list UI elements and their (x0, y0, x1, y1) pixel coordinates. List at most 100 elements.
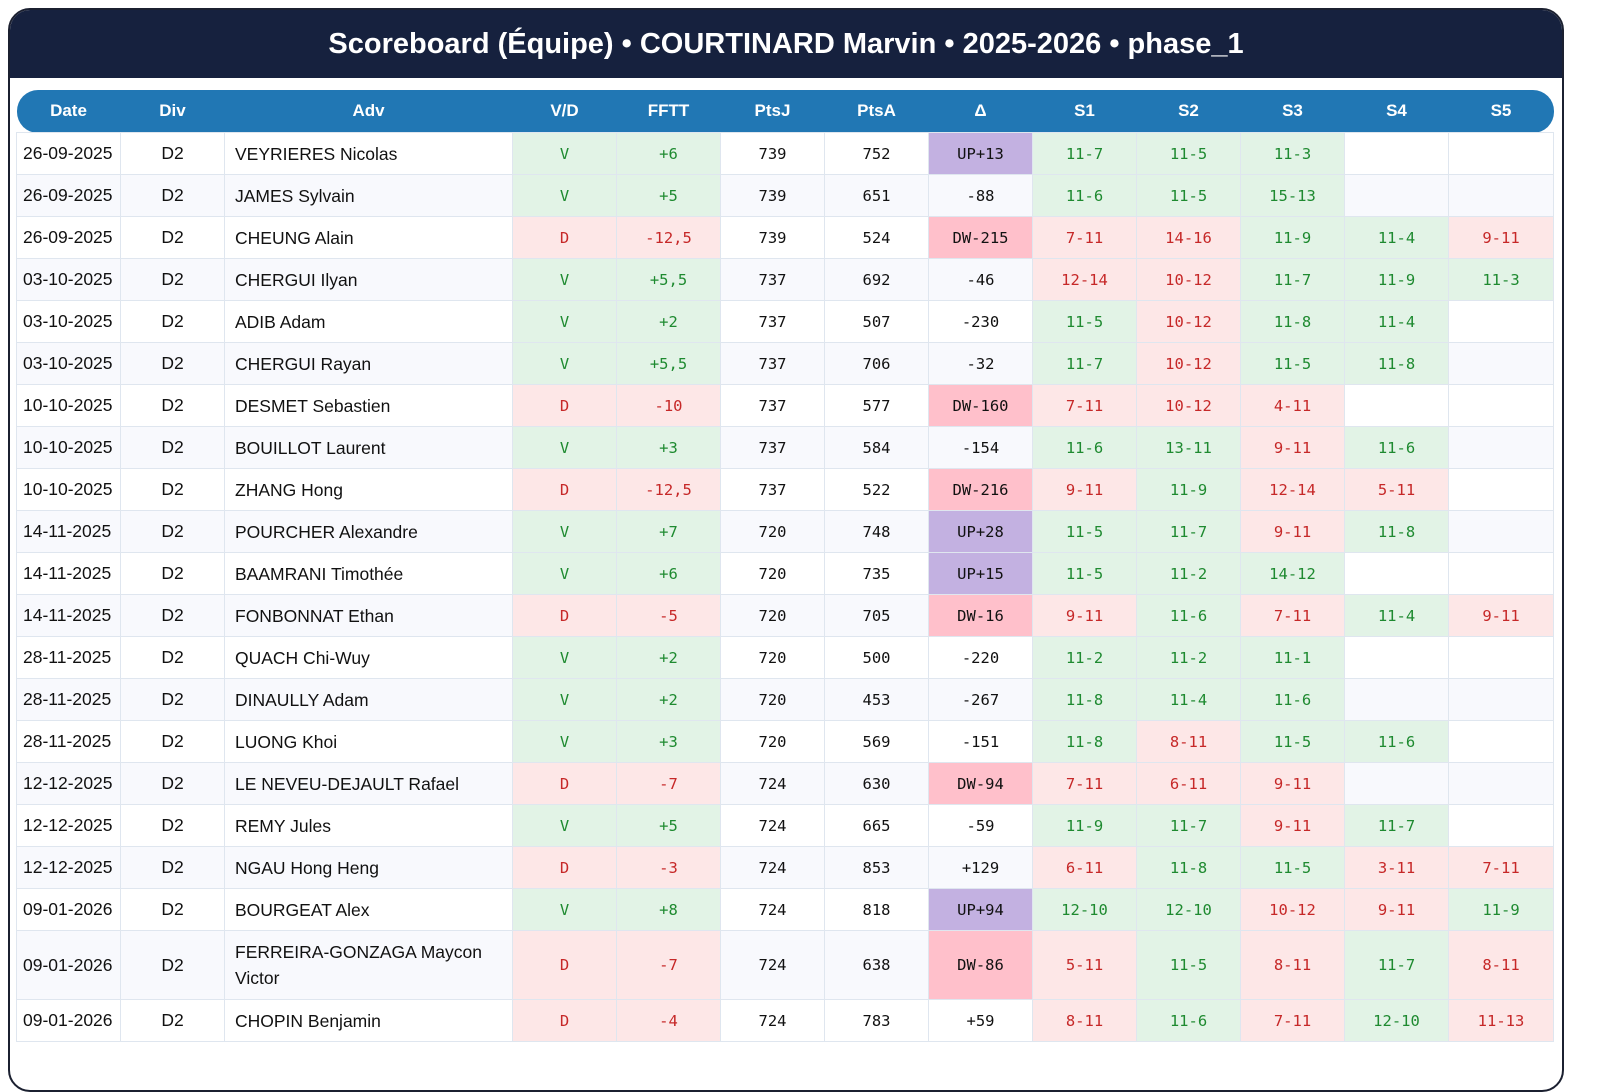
set-score-cell-s1: 7-11 (1032, 216, 1137, 259)
delta-cell: +129 (928, 846, 1033, 889)
fftt-points-cell: +5,5 (616, 342, 721, 385)
opponent-points-cell: 584 (824, 426, 929, 469)
column-header[interactable]: FFTT (616, 90, 721, 133)
set-score-cell-s4: 11-6 (1344, 720, 1449, 763)
set-score-cell-s4: 3-11 (1344, 846, 1449, 889)
column-header[interactable]: S5 (1448, 90, 1554, 133)
opponent-cell: LE NEVEU-DEJAULT Rafael (224, 762, 513, 805)
opponent-cell: ZHANG Hong (224, 468, 513, 511)
set-score-cell-s5 (1448, 636, 1554, 679)
set-score-cell-s1: 11-5 (1032, 510, 1137, 553)
set-score-cell-s4 (1344, 384, 1449, 427)
set-score-cell-s1: 11-8 (1032, 720, 1137, 763)
delta-cell: -59 (928, 804, 1033, 847)
column-header[interactable]: S4 (1344, 90, 1449, 133)
result-cell: D (512, 762, 617, 805)
opponent-points-cell: 507 (824, 300, 929, 343)
result-cell: D (512, 846, 617, 889)
column-header[interactable]: PtsA (824, 90, 929, 133)
set-score-cell-s4 (1344, 762, 1449, 805)
column-header[interactable]: PtsJ (720, 90, 825, 133)
player-points-cell: 739 (720, 216, 825, 259)
opponent-cell: DESMET Sebastien (224, 384, 513, 427)
opponent-points-cell: 706 (824, 342, 929, 385)
table-row[interactable]: 28-11-2025 D2 QUACH Chi-Wuy V +2 720 500 -220 11… (16, 636, 1554, 679)
column-header-row: Date Div Adv V/D FFTT PtsJ PtsA Δ S1 S2 S3 S4 S5 (16, 90, 1554, 133)
column-header[interactable]: S1 (1032, 90, 1137, 133)
table-row[interactable]: 03-10-2025 D2 CHERGUI Rayan V +5,5 737 706 -32 1… (16, 342, 1554, 385)
column-header[interactable]: S3 (1240, 90, 1345, 133)
table-row[interactable]: 10-10-2025 D2 ZHANG Hong D -12,5 737 522 DW-216… (16, 468, 1554, 511)
result-cell: D (512, 468, 617, 511)
result-cell: D (512, 999, 617, 1042)
column-header[interactable]: S2 (1136, 90, 1241, 133)
table-row[interactable]: 09-01-2026 D2 BOURGEAT Alex V +8 724 818 UP+94 1… (16, 888, 1554, 931)
opponent-cell: BOUILLOT Laurent (224, 426, 513, 469)
set-score-cell-s4 (1344, 174, 1449, 217)
fftt-points-cell: +6 (616, 132, 721, 175)
result-cell: D (512, 930, 617, 1000)
set-score-cell-s1: 9-11 (1032, 468, 1137, 511)
set-score-cell-s4: 11-9 (1344, 258, 1449, 301)
column-header[interactable]: Adv (224, 90, 513, 133)
set-score-cell-s3: 11-7 (1240, 258, 1345, 301)
division-cell: D2 (120, 999, 225, 1042)
table-row[interactable]: 09-01-2026 D2 CHOPIN Benjamin D -4 724 783 +59 8… (16, 999, 1554, 1042)
player-points-cell: 720 (720, 594, 825, 637)
column-header[interactable]: Div (120, 90, 225, 133)
date-cell: 09-01-2026 (16, 930, 121, 1000)
result-cell: V (512, 888, 617, 931)
set-score-cell-s1: 11-7 (1032, 132, 1137, 175)
table-row[interactable]: 28-11-2025 D2 DINAULLY Adam V +2 720 453 -267 11… (16, 678, 1554, 721)
result-cell: V (512, 552, 617, 595)
set-score-cell-s4: 11-8 (1344, 342, 1449, 385)
table-row[interactable]: 12-12-2025 D2 REMY Jules V +5 724 665 -59 11-9 11… (16, 804, 1554, 847)
opponent-points-cell: 638 (824, 930, 929, 1000)
set-score-cell-s5 (1448, 468, 1554, 511)
fftt-points-cell: -12,5 (616, 468, 721, 511)
column-header[interactable]: Date (16, 90, 121, 133)
set-score-cell-s5: 9-11 (1448, 594, 1554, 637)
opponent-cell: JAMES Sylvain (224, 174, 513, 217)
set-score-cell-s2: 12-10 (1136, 888, 1241, 931)
player-points-cell: 737 (720, 468, 825, 511)
table-row[interactable]: 10-10-2025 D2 BOUILLOT Laurent V +3 737 584 -15… (16, 426, 1554, 469)
set-score-cell-s3: 14-12 (1240, 552, 1345, 595)
table-row[interactable]: 14-11-2025 D2 POURCHER Alexandre V +7 720 748 U… (16, 510, 1554, 553)
table-row[interactable]: 03-10-2025 D2 CHERGUI Ilyan V +5,5 737 692 -46 1… (16, 258, 1554, 301)
opponent-points-cell: 630 (824, 762, 929, 805)
delta-cell: +59 (928, 999, 1033, 1042)
opponent-points-cell: 783 (824, 999, 929, 1042)
fftt-points-cell: +3 (616, 426, 721, 469)
set-score-cell-s4: 11-4 (1344, 594, 1449, 637)
table-row[interactable]: 09-01-2026 D2 FERREIRA-GONZAGA Maycon Vict… (16, 930, 1554, 1000)
table-row[interactable]: 14-11-2025 D2 BAAMRANI Timothée V +6 720 735 UP… (16, 552, 1554, 595)
opponent-points-cell: 453 (824, 678, 929, 721)
table-row[interactable]: 26-09-2025 D2 JAMES Sylvain V +5 739 651 -88 11-… (16, 174, 1554, 217)
result-cell: V (512, 342, 617, 385)
table-row[interactable]: 14-11-2025 D2 FONBONNAT Ethan D -5 720 705 DW-1… (16, 594, 1554, 637)
set-score-cell-s5: 9-11 (1448, 216, 1554, 259)
set-score-cell-s3: 11-8 (1240, 300, 1345, 343)
set-score-cell-s4 (1344, 132, 1449, 175)
opponent-points-cell: 853 (824, 846, 929, 889)
division-cell: D2 (120, 468, 225, 511)
column-header[interactable]: V/D (512, 90, 617, 133)
table-row[interactable]: 12-12-2025 D2 LE NEVEU-DEJAULT Rafael D -7 72… (16, 762, 1554, 805)
set-score-cell-s4: 11-7 (1344, 804, 1449, 847)
division-cell: D2 (120, 342, 225, 385)
player-points-cell: 720 (720, 636, 825, 679)
opponent-cell: CHERGUI Ilyan (224, 258, 513, 301)
set-score-cell-s3: 9-11 (1240, 804, 1345, 847)
date-cell: 03-10-2025 (16, 300, 121, 343)
column-header[interactable]: Δ (928, 90, 1033, 133)
table-row[interactable]: 10-10-2025 D2 DESMET Sebastien D -10 737 577 DW… (16, 384, 1554, 427)
table-row[interactable]: 26-09-2025 D2 CHEUNG Alain D -12,5 739 524 DW-2… (16, 216, 1554, 259)
table-row[interactable]: 26-09-2025 D2 VEYRIERES Nicolas V +6 739 752 UP… (16, 132, 1554, 175)
opponent-cell: VEYRIERES Nicolas (224, 132, 513, 175)
opponent-points-cell: 651 (824, 174, 929, 217)
division-cell: D2 (120, 804, 225, 847)
table-row[interactable]: 28-11-2025 D2 LUONG Khoi V +3 720 569 -151 11-8 8… (16, 720, 1554, 763)
table-row[interactable]: 03-10-2025 D2 ADIB Adam V +2 737 507 -230 11-5 10… (16, 300, 1554, 343)
table-row[interactable]: 12-12-2025 D2 NGAU Hong Heng D -3 724 853 +129 6… (16, 846, 1554, 889)
